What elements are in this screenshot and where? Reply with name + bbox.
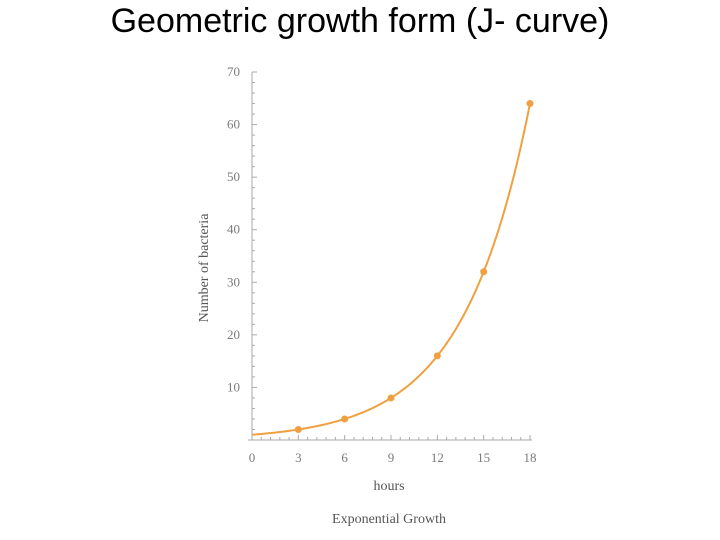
y-axis: 10 20 30 40 50 60 70 [227, 64, 257, 440]
y-tick-label: 30 [227, 274, 240, 289]
data-point [526, 100, 534, 108]
x-tick-label: 15 [477, 450, 490, 465]
y-tick-label: 10 [227, 379, 240, 394]
slide-title: Geometric growth form (J- curve) [110, 2, 610, 40]
x-tick-label: 0 [249, 450, 256, 465]
x-tick-label: 6 [341, 450, 348, 465]
y-tick-label: 60 [227, 117, 240, 132]
y-tick-label: 40 [227, 222, 240, 237]
x-tick-label: 18 [524, 450, 537, 465]
data-point [387, 394, 395, 402]
data-point [294, 425, 302, 433]
chart-caption: Exponential Growth [332, 512, 446, 527]
x-tick-label: 12 [431, 450, 444, 465]
data-point [480, 268, 488, 276]
series-group [251, 100, 534, 436]
x-tick-label: 9 [388, 450, 395, 465]
y-tick-label: 20 [227, 327, 240, 342]
series-line [251, 103, 531, 436]
x-tick-label: 3 [295, 450, 302, 465]
y-axis-label: Number of bacteria [197, 213, 212, 323]
data-point [433, 352, 441, 360]
x-axis: 0 3 6 9 12 15 18 [248, 435, 537, 465]
y-tick-label: 70 [227, 64, 240, 79]
data-point [341, 415, 349, 423]
x-axis-label: hours [373, 479, 404, 494]
y-tick-label: 50 [227, 169, 240, 184]
